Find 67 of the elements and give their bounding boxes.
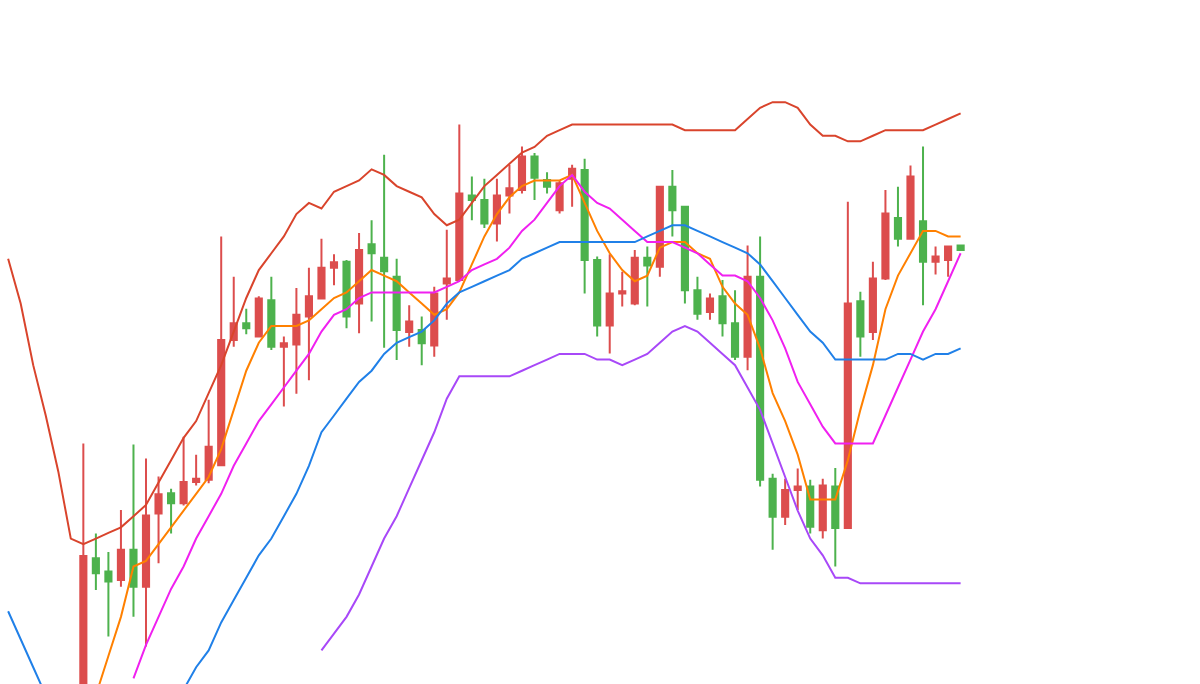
candlestick — [79, 442, 88, 684]
candlestick — [254, 295, 263, 338]
candlestick — [956, 244, 965, 251]
candlestick — [856, 290, 865, 358]
candlestick — [192, 453, 201, 487]
candlestick — [380, 153, 389, 349]
candlestick — [304, 266, 313, 382]
candlestick — [91, 532, 100, 592]
candlestick — [492, 177, 501, 243]
candlestick — [668, 168, 677, 238]
candlestick — [104, 550, 113, 638]
candlestick — [893, 185, 903, 248]
candlestick — [881, 189, 890, 282]
candlestick — [342, 258, 351, 330]
candlestick — [831, 467, 840, 568]
candlestick — [129, 443, 138, 618]
candlestick — [317, 237, 326, 300]
candlestick — [154, 475, 163, 565]
candlestick — [718, 279, 727, 338]
candlestick — [630, 248, 639, 307]
candlestick — [680, 205, 689, 305]
candlestick — [730, 289, 740, 362]
candlestick — [643, 245, 652, 308]
candlestick — [931, 245, 940, 276]
candlestick — [167, 487, 176, 535]
candlestick — [141, 457, 151, 648]
candlestick — [480, 177, 489, 230]
candlestick — [906, 164, 915, 241]
candlestick — [217, 235, 226, 467]
candlestick — [655, 185, 664, 278]
candlestick — [242, 307, 251, 336]
candlestick — [580, 157, 589, 295]
candlestick — [204, 398, 213, 485]
candlestick — [843, 200, 852, 529]
candlestick — [705, 292, 715, 321]
candlestick — [806, 478, 815, 535]
candlestick — [442, 228, 451, 321]
candlestick — [179, 435, 188, 507]
candlestick — [354, 232, 364, 335]
candlestick — [517, 145, 527, 195]
candlestick — [505, 163, 514, 215]
candlestick — [944, 244, 953, 278]
candlestick — [605, 253, 614, 355]
candlestick — [743, 244, 752, 372]
candlestick — [267, 275, 276, 352]
candlestick — [405, 304, 414, 348]
candlestick — [793, 467, 802, 512]
candlestick — [329, 253, 339, 287]
candlestick — [292, 286, 301, 395]
candlestick — [768, 472, 777, 551]
candlestick — [868, 260, 877, 341]
candlestick — [116, 509, 126, 588]
candlestick — [593, 255, 602, 338]
candlestick — [918, 145, 928, 307]
candlestick — [618, 270, 627, 308]
candlestick — [818, 477, 827, 540]
candlestick — [530, 152, 539, 202]
candlestick — [693, 275, 702, 321]
candlestick — [417, 315, 426, 367]
candlestick — [467, 175, 476, 222]
candlestick — [455, 123, 464, 282]
candlestick — [430, 285, 439, 358]
candlestick — [781, 477, 790, 527]
candlestick — [392, 257, 401, 362]
candlestick — [756, 235, 765, 488]
candlestick — [279, 335, 288, 408]
candlestick — [367, 219, 376, 323]
